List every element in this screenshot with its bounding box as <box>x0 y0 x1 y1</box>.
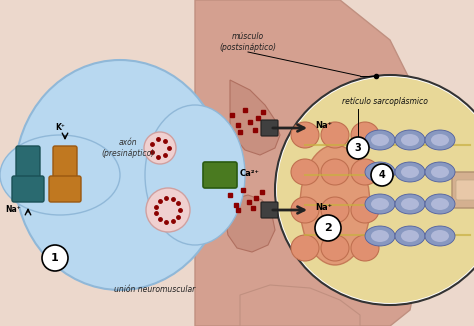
Ellipse shape <box>351 235 379 261</box>
Ellipse shape <box>431 230 449 242</box>
Ellipse shape <box>371 198 389 210</box>
FancyBboxPatch shape <box>12 176 44 202</box>
Text: K⁺: K⁺ <box>55 123 65 132</box>
Ellipse shape <box>351 122 379 148</box>
FancyBboxPatch shape <box>53 146 77 178</box>
FancyBboxPatch shape <box>49 176 81 202</box>
Polygon shape <box>230 80 280 155</box>
Ellipse shape <box>425 226 455 246</box>
Ellipse shape <box>371 166 389 178</box>
Ellipse shape <box>401 230 419 242</box>
Ellipse shape <box>425 162 455 182</box>
Ellipse shape <box>15 60 225 290</box>
Ellipse shape <box>401 134 419 146</box>
FancyBboxPatch shape <box>452 172 474 208</box>
Ellipse shape <box>0 135 120 215</box>
Ellipse shape <box>425 130 455 150</box>
Polygon shape <box>195 0 415 326</box>
Text: 2: 2 <box>324 223 332 233</box>
Ellipse shape <box>321 159 349 185</box>
Circle shape <box>146 188 190 232</box>
Ellipse shape <box>321 235 349 261</box>
Ellipse shape <box>431 166 449 178</box>
Ellipse shape <box>395 130 425 150</box>
Circle shape <box>42 245 68 271</box>
FancyBboxPatch shape <box>456 180 474 200</box>
Ellipse shape <box>431 134 449 146</box>
Text: axón
(presináptico): axón (presináptico) <box>101 138 155 158</box>
Text: unión neuromuscular: unión neuromuscular <box>114 286 196 294</box>
Text: músculo
(postsináptico): músculo (postsináptico) <box>219 32 276 52</box>
Text: 4: 4 <box>379 170 385 180</box>
Ellipse shape <box>365 162 395 182</box>
Ellipse shape <box>351 197 379 223</box>
Ellipse shape <box>371 230 389 242</box>
Ellipse shape <box>291 122 319 148</box>
Ellipse shape <box>321 122 349 148</box>
Ellipse shape <box>300 145 370 265</box>
FancyBboxPatch shape <box>203 162 237 188</box>
Circle shape <box>347 137 369 159</box>
Ellipse shape <box>365 130 395 150</box>
Ellipse shape <box>425 194 455 214</box>
Text: 1: 1 <box>51 253 59 263</box>
Ellipse shape <box>351 159 379 185</box>
Ellipse shape <box>145 105 245 245</box>
Circle shape <box>275 75 474 305</box>
Circle shape <box>371 164 393 186</box>
Text: Ca²⁺: Ca²⁺ <box>240 169 260 177</box>
Ellipse shape <box>321 197 349 223</box>
FancyBboxPatch shape <box>261 120 278 136</box>
Circle shape <box>277 77 474 303</box>
Ellipse shape <box>365 226 395 246</box>
Ellipse shape <box>401 198 419 210</box>
Circle shape <box>315 215 341 241</box>
Ellipse shape <box>395 162 425 182</box>
FancyBboxPatch shape <box>261 202 278 218</box>
Text: 3: 3 <box>355 143 361 153</box>
Ellipse shape <box>365 194 395 214</box>
Ellipse shape <box>371 134 389 146</box>
Polygon shape <box>225 195 275 252</box>
Ellipse shape <box>291 235 319 261</box>
Text: Na⁺: Na⁺ <box>315 122 332 130</box>
Polygon shape <box>240 285 360 326</box>
Ellipse shape <box>395 226 425 246</box>
Ellipse shape <box>401 166 419 178</box>
Text: retículo sarcoplásmico: retículo sarcoplásmico <box>342 97 428 107</box>
Circle shape <box>144 132 176 164</box>
Text: Na⁺: Na⁺ <box>5 205 21 214</box>
Ellipse shape <box>395 194 425 214</box>
Ellipse shape <box>431 198 449 210</box>
Ellipse shape <box>291 197 319 223</box>
Text: Na⁺: Na⁺ <box>315 203 332 213</box>
FancyBboxPatch shape <box>16 146 40 178</box>
Ellipse shape <box>291 159 319 185</box>
